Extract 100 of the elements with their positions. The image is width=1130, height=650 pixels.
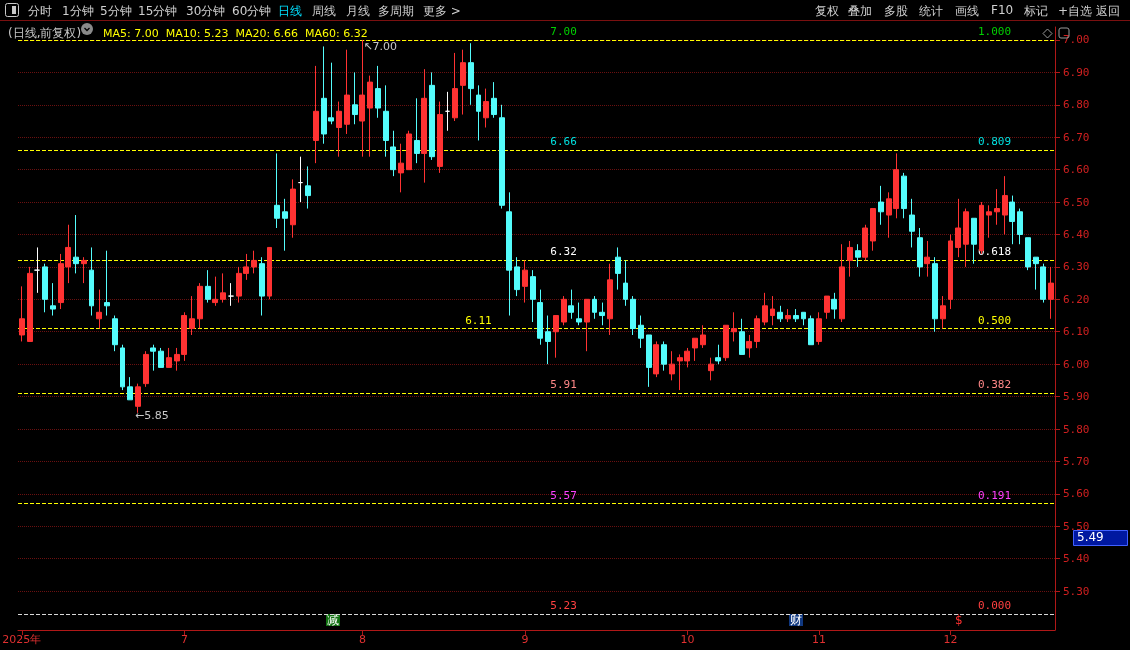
candlestick (27, 266, 33, 342)
text: 15分钟 (138, 3, 178, 20)
annotation: 1.000 (978, 24, 1012, 38)
candlestick (483, 88, 489, 128)
candlestick (723, 324, 729, 362)
candlestick (878, 185, 884, 226)
y-tick-label: 6.00 (1063, 357, 1090, 371)
text: 返回 (1096, 3, 1120, 20)
y-tick-label: 6.20 (1063, 292, 1090, 306)
candlestick (646, 334, 652, 388)
x-tick-label: 7 (180, 633, 188, 646)
candlestick (514, 256, 520, 297)
y-tick-label: 6.90 (1063, 65, 1090, 79)
candlestick (352, 71, 358, 125)
candlestick (661, 340, 667, 372)
candlestick (545, 315, 551, 365)
y-tick-label: 7.00 (1063, 33, 1090, 47)
x-tick-label: 12 (943, 633, 958, 646)
candlestick (499, 104, 505, 210)
candlestick (1048, 266, 1054, 320)
candlestick (220, 272, 226, 304)
candlestick (104, 250, 110, 317)
y-tick-label: 5.90 (1063, 390, 1090, 404)
candlestick (1033, 256, 1039, 291)
candlestick (19, 285, 25, 342)
candlestick (770, 295, 775, 326)
text: 复权 (815, 3, 839, 20)
text: 叠加 (848, 3, 872, 20)
candlestick (375, 65, 381, 119)
candlestick (592, 295, 597, 320)
candlestick (924, 240, 930, 278)
candlestick (855, 243, 861, 268)
annotation: 0.191 (978, 488, 1012, 502)
candlestick (692, 337, 698, 362)
candlestick (166, 347, 172, 368)
annotation: $ (955, 613, 963, 627)
candlestick (406, 130, 412, 171)
candlestick (561, 295, 567, 326)
candlestick (437, 101, 443, 174)
candlestick (940, 295, 946, 329)
candlestick (739, 318, 745, 355)
candlestick (909, 198, 915, 248)
candlestick (607, 263, 613, 336)
candlestick (948, 233, 953, 310)
candlestick (398, 143, 404, 193)
candlestick (359, 39, 365, 158)
text: 30分钟 (186, 3, 226, 20)
candlestick (1009, 195, 1015, 245)
annotation: 财 (790, 613, 802, 627)
candlestick (801, 311, 806, 326)
candlestick (963, 208, 969, 268)
text: 标记 (1024, 3, 1048, 20)
text: 分时 (28, 3, 52, 20)
candlestick (274, 152, 280, 229)
candlestick (282, 198, 288, 252)
annotation: 0.500 (978, 313, 1012, 327)
candlestick (127, 376, 133, 401)
candlestick (599, 302, 605, 326)
text: 60分钟 (232, 3, 272, 20)
text: 多股 (884, 3, 908, 20)
y-tick-label: 5.70 (1063, 454, 1090, 468)
candlestick (228, 282, 234, 307)
candlestick (901, 172, 907, 219)
candlestick (831, 292, 837, 320)
text: F10 (991, 3, 1014, 17)
y-tick-label: 5.40 (1063, 552, 1090, 566)
candlestick (700, 324, 706, 349)
text: 日线 (278, 3, 302, 20)
y-tick-label: 6.60 (1063, 163, 1090, 177)
candlestick (445, 91, 450, 132)
candlestick (42, 263, 48, 313)
candlestick (468, 42, 474, 106)
candlestick (793, 308, 799, 323)
candlestick (305, 165, 311, 210)
y-tick-label: 6.40 (1063, 227, 1090, 241)
candlestick (50, 282, 56, 317)
candlestick (313, 65, 319, 164)
text: +自选 (1058, 3, 1093, 20)
text: 统计 (919, 3, 943, 20)
x-tick-label: 9 (521, 633, 529, 646)
text: 5.49 (1077, 530, 1104, 544)
candlestick (81, 256, 87, 284)
candlestick (638, 315, 644, 349)
candlestick (715, 344, 721, 365)
y-tick-label: 6.30 (1063, 260, 1090, 274)
candlestick (205, 269, 211, 304)
candlestick (336, 101, 342, 158)
candlestick (653, 340, 659, 378)
candlestick (96, 289, 102, 329)
candlestick (576, 302, 582, 326)
candlestick (623, 259, 628, 307)
annotation: ↖7.00 (363, 39, 398, 53)
candlestick (1025, 237, 1031, 271)
text: 5分钟 (100, 3, 132, 20)
candlestick (746, 334, 752, 359)
candlestick (994, 188, 1000, 226)
candlestick (615, 246, 621, 291)
candlestick (762, 292, 768, 326)
candlestick (476, 84, 481, 141)
candlestick (452, 52, 458, 122)
